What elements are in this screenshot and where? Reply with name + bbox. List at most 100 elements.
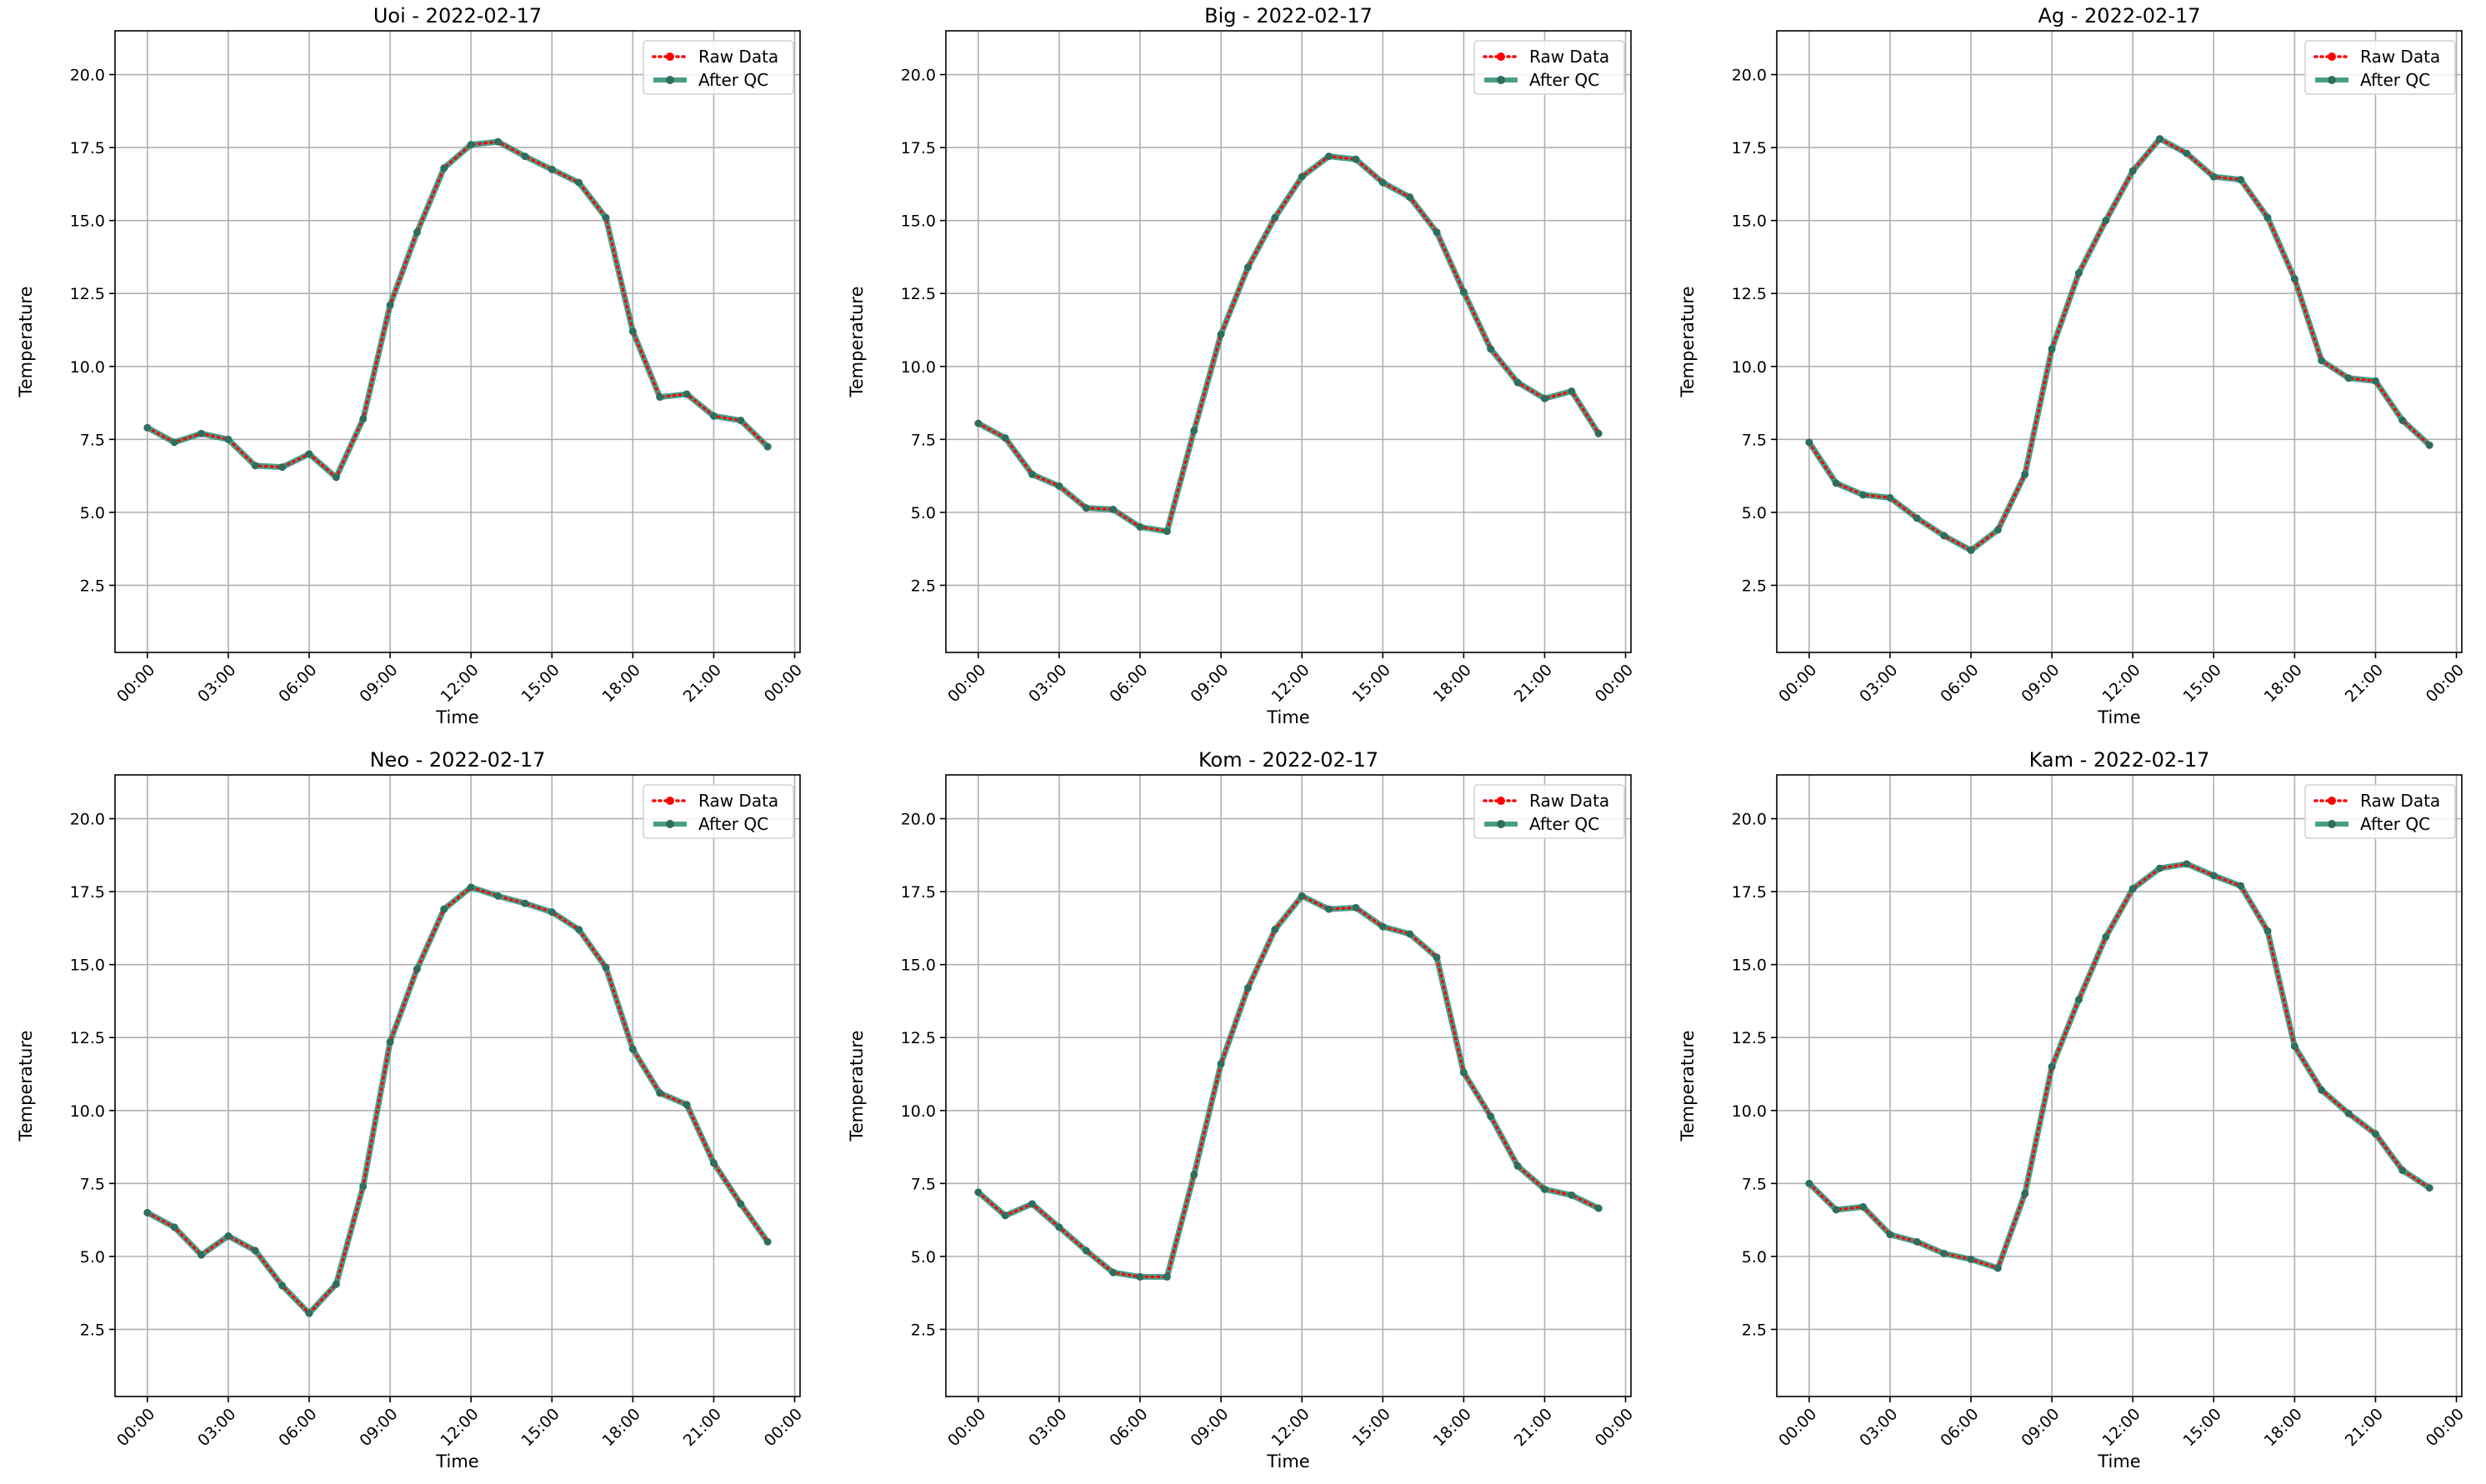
y-tick-label: 7.5 [80, 1175, 105, 1193]
data-point-after-qc [467, 141, 475, 149]
x-tick-label: 21:00 [2342, 1405, 2387, 1450]
data-point-after-qc [386, 301, 394, 309]
y-tick-label: 7.5 [911, 431, 936, 449]
x-tick-label: 00:00 [761, 661, 806, 706]
x-tick-label: 12:00 [437, 1405, 482, 1450]
data-point-after-qc [1886, 1231, 1894, 1239]
data-point-after-qc [1859, 491, 1868, 499]
x-tick-label: 21:00 [680, 1405, 725, 1450]
y-tick-label: 5.0 [911, 1248, 936, 1267]
x-tick-label: 12:00 [2098, 1405, 2143, 1450]
data-point-after-qc [1805, 1179, 1813, 1187]
x-tick-label: 00:00 [113, 1405, 158, 1450]
data-point-after-qc [440, 164, 448, 172]
legend: Raw Data After QC [2304, 40, 2456, 95]
x-tick-label: 00:00 [944, 1405, 989, 1450]
data-point-after-qc [494, 892, 503, 900]
x-tick-label: 18:00 [599, 1405, 644, 1450]
data-point-after-qc [386, 1037, 394, 1046]
plot-frame [1776, 774, 2463, 1397]
legend: Raw Data After QC [1473, 784, 1625, 839]
legend-marker-after-qc [1497, 76, 1505, 84]
data-point-after-qc [359, 1182, 368, 1191]
data-point-after-qc [1940, 1249, 1948, 1257]
data-point-after-qc [709, 1159, 718, 1167]
x-tick-label: 18:00 [599, 661, 644, 706]
x-tick-label: 09:00 [356, 1405, 401, 1450]
data-point-after-qc [737, 417, 745, 425]
legend-marker-raw-data [2328, 52, 2336, 61]
legend-label-raw-data: Raw Data [1529, 791, 1609, 811]
legend-marker-raw-data [1497, 797, 1505, 805]
y-axis-label: Temperature [1678, 1030, 1698, 1142]
y-tick-label: 12.5 [1732, 285, 1767, 303]
y-tick-label: 7.5 [1742, 431, 1767, 449]
data-point-after-qc [1993, 526, 2002, 534]
x-tick-label: 00:00 [944, 661, 989, 706]
data-point-after-qc [413, 228, 421, 237]
data-point-after-qc [1378, 922, 1387, 931]
data-point-after-qc [2371, 377, 2379, 385]
data-point-after-qc [332, 473, 340, 482]
legend-label-after-qc: After QC [2360, 814, 2430, 834]
data-point-after-qc [1109, 505, 1118, 513]
data-point-after-qc [278, 1282, 287, 1290]
x-tick-label: 18:00 [1430, 661, 1475, 706]
data-point-after-qc [1109, 1268, 1118, 1277]
data-point-after-qc [198, 1251, 206, 1259]
data-point-after-qc [467, 883, 475, 892]
chart-title: Uoi - 2022-02-17 [373, 4, 542, 27]
data-point-after-qc [763, 442, 772, 451]
chart-panel: 00:00 03:00 06:00 09:00 12:00 15:00 18:00 21:00… [847, 4, 1637, 727]
x-tick-label: 12:00 [1268, 1405, 1313, 1450]
x-tick-label: 15:00 [1349, 661, 1394, 706]
y-tick-label: 10.0 [1732, 1102, 1767, 1121]
data-point-after-qc [709, 412, 718, 420]
legend-marker-after-qc [666, 820, 674, 828]
x-tick-label: 15:00 [2180, 661, 2225, 706]
data-point-after-qc [2344, 1109, 2353, 1117]
series-line-after-qc [977, 153, 1602, 535]
data-point-after-qc [1540, 1185, 1548, 1193]
data-point-after-qc [1967, 546, 1975, 554]
data-point-after-qc [602, 213, 610, 222]
y-tick-label: 20.0 [901, 67, 936, 85]
plot-frame [1776, 30, 2463, 653]
legend-label-after-qc: After QC [698, 814, 768, 834]
plot-frame [114, 30, 801, 653]
data-point-after-qc [2209, 872, 2218, 880]
x-tick-label: 06:00 [1937, 1405, 1982, 1450]
chart-title: Ag - 2022-02-17 [2038, 4, 2200, 27]
x-tick-label: 18:00 [2261, 1405, 2306, 1450]
chart-title: Kom - 2022-02-17 [1198, 748, 1378, 772]
data-point-after-qc [683, 1101, 691, 1109]
data-point-after-qc [575, 178, 583, 187]
data-point-after-qc [2398, 1167, 2407, 1175]
data-point-after-qc [1406, 193, 1414, 202]
x-tick-label: 06:00 [1106, 1405, 1151, 1450]
legend: Raw Data After QC [643, 784, 794, 839]
data-point-after-qc [278, 463, 287, 472]
data-point-after-qc [656, 1089, 664, 1097]
y-tick-label: 12.5 [1732, 1029, 1767, 1047]
data-point-after-qc [1594, 429, 1603, 437]
series-line-raw-data [977, 155, 1600, 533]
data-point-after-qc [1055, 1223, 1063, 1232]
data-point-after-qc [2318, 357, 2326, 365]
data-point-after-qc [602, 963, 610, 972]
series-line-after-qc [146, 138, 770, 481]
x-tick-label: 21:00 [1511, 661, 1556, 706]
data-point-after-qc [1298, 892, 1306, 900]
legend-label-raw-data: Raw Data [698, 47, 778, 67]
y-tick-label: 15.0 [901, 957, 936, 975]
y-tick-label: 2.5 [911, 577, 936, 595]
data-point-after-qc [2263, 927, 2272, 935]
x-tick-label: 00:00 [2423, 1405, 2468, 1450]
data-point-after-qc [2074, 996, 2083, 1004]
data-point-after-qc [1913, 1237, 1921, 1246]
grid [115, 775, 800, 1397]
legend: Raw Data After QC [1473, 40, 1625, 95]
y-tick-label: 10.0 [901, 358, 936, 377]
x-tick-label: 06:00 [275, 661, 320, 706]
